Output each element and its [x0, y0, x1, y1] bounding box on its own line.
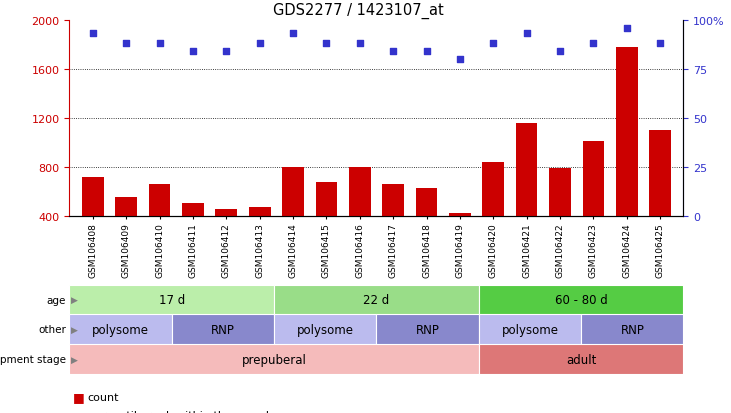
- Text: 22 d: 22 d: [363, 293, 390, 306]
- Bar: [479, 285, 683, 315]
- Point: [87, 31, 99, 38]
- Bar: [479, 344, 683, 374]
- Text: RNP: RNP: [416, 323, 439, 336]
- Bar: [516, 123, 537, 217]
- Point: [387, 49, 399, 55]
- Bar: [479, 315, 581, 344]
- Bar: [69, 315, 172, 344]
- Point: [420, 49, 432, 55]
- Point: [354, 41, 366, 47]
- Point: [287, 31, 299, 38]
- Text: age: age: [46, 295, 66, 305]
- Bar: [216, 209, 237, 217]
- Text: ▶: ▶: [71, 355, 77, 364]
- Text: RNP: RNP: [621, 323, 644, 336]
- Bar: [148, 185, 170, 217]
- Bar: [382, 185, 404, 217]
- Bar: [482, 163, 504, 217]
- Text: ▶: ▶: [71, 325, 77, 334]
- Bar: [274, 285, 479, 315]
- Bar: [581, 315, 683, 344]
- Bar: [182, 203, 204, 217]
- Bar: [249, 207, 270, 217]
- Text: RNP: RNP: [211, 323, 235, 336]
- Text: count: count: [88, 392, 119, 402]
- Bar: [69, 285, 274, 315]
- Text: ▶: ▶: [71, 295, 77, 304]
- Bar: [316, 183, 337, 217]
- Text: percentile rank within the sample: percentile rank within the sample: [88, 411, 276, 413]
- Text: ■: ■: [73, 409, 85, 413]
- Text: other: other: [38, 325, 66, 335]
- Point: [121, 41, 132, 47]
- Text: polysome: polysome: [501, 323, 558, 336]
- Text: polysome: polysome: [297, 323, 354, 336]
- Bar: [82, 178, 104, 217]
- Bar: [649, 131, 671, 217]
- Bar: [616, 47, 637, 217]
- Bar: [349, 168, 371, 217]
- Point: [654, 41, 666, 47]
- Bar: [115, 198, 137, 217]
- Title: GDS2277 / 1423107_at: GDS2277 / 1423107_at: [273, 3, 444, 19]
- Text: 17 d: 17 d: [159, 293, 185, 306]
- Bar: [416, 189, 437, 217]
- Bar: [449, 213, 471, 217]
- Bar: [274, 315, 376, 344]
- Point: [520, 31, 532, 38]
- Text: 60 - 80 d: 60 - 80 d: [555, 293, 607, 306]
- Text: development stage: development stage: [0, 354, 66, 364]
- Text: polysome: polysome: [92, 323, 149, 336]
- Bar: [376, 315, 479, 344]
- Point: [554, 49, 566, 55]
- Point: [154, 41, 165, 47]
- Bar: [69, 344, 479, 374]
- Point: [221, 49, 232, 55]
- Point: [187, 49, 199, 55]
- Point: [254, 41, 265, 47]
- Point: [321, 41, 333, 47]
- Point: [621, 25, 632, 32]
- Point: [488, 41, 499, 47]
- Text: ■: ■: [73, 390, 85, 404]
- Point: [454, 57, 466, 63]
- Text: adult: adult: [566, 353, 596, 366]
- Bar: [172, 315, 274, 344]
- Bar: [583, 142, 605, 217]
- Point: [588, 41, 599, 47]
- Bar: [549, 169, 571, 217]
- Bar: [282, 168, 304, 217]
- Text: prepuberal: prepuberal: [242, 353, 306, 366]
